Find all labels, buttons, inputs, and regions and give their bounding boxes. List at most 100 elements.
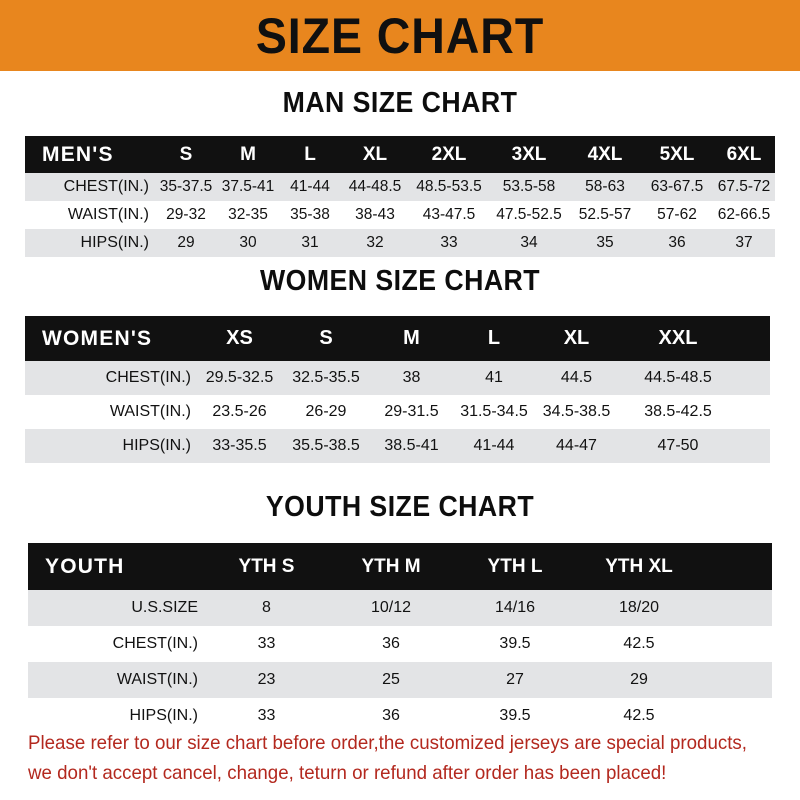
table-cell: 32: [341, 229, 409, 257]
table-cell: 23: [204, 662, 329, 698]
table-cell: 57-62: [641, 201, 713, 229]
youth-size-table: YOUTH YTH S YTH M YTH L YTH XL U.S.SIZE …: [28, 543, 772, 734]
table-cell: 18/20: [577, 590, 701, 626]
women-header-row: WOMEN'S XS S M L XL XXL: [25, 316, 770, 361]
table-cell: 33-35.5: [197, 429, 282, 463]
page-title: SIZE CHART: [255, 7, 545, 64]
table-cell-spacer: [701, 662, 772, 698]
table-cell: 37: [713, 229, 775, 257]
youth-chest-row: CHEST(IN.) 33 36 39.5 42.5: [28, 626, 772, 662]
men-size-s: S: [155, 136, 217, 173]
youth-size-m: YTH M: [329, 543, 453, 590]
table-cell: 41-44: [279, 173, 341, 201]
women-size-xxl: XXL: [618, 316, 738, 361]
women-size-table: WOMEN'S XS S M L XL XXL CHEST(IN.) 29.5-…: [25, 316, 770, 463]
table-cell: 29.5-32.5: [197, 361, 282, 395]
table-cell: 58-63: [569, 173, 641, 201]
men-header-label: MEN'S: [25, 136, 155, 173]
youth-us-size-label: U.S.SIZE: [28, 590, 204, 626]
table-cell: 44-47: [535, 429, 618, 463]
table-cell: 63-67.5: [641, 173, 713, 201]
youth-hips-label: HIPS(IN.): [28, 698, 204, 734]
header-banner: SIZE CHART: [0, 0, 800, 71]
table-cell: 36: [641, 229, 713, 257]
table-cell: 52.5-57: [569, 201, 641, 229]
women-waist-label: WAIST(IN.): [25, 395, 197, 429]
table-cell-spacer: [738, 429, 770, 463]
youth-chest-label: CHEST(IN.): [28, 626, 204, 662]
table-cell: 29-31.5: [370, 395, 453, 429]
table-cell: 42.5: [577, 626, 701, 662]
women-section-title: WOMEN SIZE CHART: [259, 265, 541, 297]
youth-header-label: YOUTH: [28, 543, 204, 590]
table-cell: 43-47.5: [409, 201, 489, 229]
table-cell: 38.5-41: [370, 429, 453, 463]
men-hips-label: HIPS(IN.): [25, 229, 155, 257]
table-cell: 35-37.5: [155, 173, 217, 201]
women-hips-row: HIPS(IN.) 33-35.5 35.5-38.5 38.5-41 41-4…: [25, 429, 770, 463]
table-cell: 27: [453, 662, 577, 698]
men-size-4xl: 4XL: [569, 136, 641, 173]
table-cell: 8: [204, 590, 329, 626]
footer-line-1: Please refer to our size chart before or…: [28, 732, 747, 754]
table-cell: 44.5: [535, 361, 618, 395]
men-hips-row: HIPS(IN.) 29 30 31 32 33 34 35 36 37: [25, 229, 775, 257]
table-cell: 38: [370, 361, 453, 395]
table-cell: 10/12: [329, 590, 453, 626]
table-cell: 41-44: [453, 429, 535, 463]
table-cell: 25: [329, 662, 453, 698]
table-cell: 31.5-34.5: [453, 395, 535, 429]
table-cell: 36: [329, 626, 453, 662]
table-cell: 41: [453, 361, 535, 395]
men-header-row: MEN'S S M L XL 2XL 3XL 4XL 5XL 6XL: [25, 136, 775, 173]
table-cell: 33: [204, 626, 329, 662]
women-header-spacer: [738, 316, 770, 361]
women-size-xs: XS: [197, 316, 282, 361]
youth-header-row: YOUTH YTH S YTH M YTH L YTH XL: [28, 543, 772, 590]
table-cell-spacer: [738, 361, 770, 395]
table-cell: 34: [489, 229, 569, 257]
table-cell: 38-43: [341, 201, 409, 229]
table-cell: 23.5-26: [197, 395, 282, 429]
table-cell: 26-29: [282, 395, 370, 429]
women-size-m: M: [370, 316, 453, 361]
youth-size-s: YTH S: [204, 543, 329, 590]
men-size-2xl: 2XL: [409, 136, 489, 173]
table-cell: 29-32: [155, 201, 217, 229]
youth-waist-row: WAIST(IN.) 23 25 27 29: [28, 662, 772, 698]
women-size-xl: XL: [535, 316, 618, 361]
men-waist-label: WAIST(IN.): [25, 201, 155, 229]
table-cell-spacer: [738, 395, 770, 429]
women-chest-label: CHEST(IN.): [25, 361, 197, 395]
table-cell: 37.5-41: [217, 173, 279, 201]
table-cell: 62-66.5: [713, 201, 775, 229]
men-size-5xl: 5XL: [641, 136, 713, 173]
women-header-label: WOMEN'S: [25, 316, 197, 361]
footer-line-2: we don't accept cancel, change, teturn o…: [28, 762, 667, 784]
men-size-l: L: [279, 136, 341, 173]
men-waist-row: WAIST(IN.) 29-32 32-35 35-38 38-43 43-47…: [25, 201, 775, 229]
youth-size-xl: YTH XL: [577, 543, 701, 590]
youth-section-title: YOUTH SIZE CHART: [265, 491, 535, 523]
table-cell: 33: [409, 229, 489, 257]
table-cell: 35.5-38.5: [282, 429, 370, 463]
men-size-xl: XL: [341, 136, 409, 173]
table-cell: 14/16: [453, 590, 577, 626]
table-cell: 48.5-53.5: [409, 173, 489, 201]
table-cell: 53.5-58: [489, 173, 569, 201]
women-size-l: L: [453, 316, 535, 361]
men-chest-row: CHEST(IN.) 35-37.5 37.5-41 41-44 44-48.5…: [25, 173, 775, 201]
table-cell: 38.5-42.5: [618, 395, 738, 429]
women-chest-row: CHEST(IN.) 29.5-32.5 32.5-35.5 38 41 44.…: [25, 361, 770, 395]
table-cell: 30: [217, 229, 279, 257]
table-cell-spacer: [701, 590, 772, 626]
table-cell: 36: [329, 698, 453, 734]
men-section-title: MAN SIZE CHART: [282, 87, 518, 119]
table-cell: 35: [569, 229, 641, 257]
youth-waist-label: WAIST(IN.): [28, 662, 204, 698]
footer-disclaimer: Please refer to our size chart before or…: [28, 728, 750, 788]
youth-us-size-row: U.S.SIZE 8 10/12 14/16 18/20: [28, 590, 772, 626]
men-size-3xl: 3XL: [489, 136, 569, 173]
table-cell: 32-35: [217, 201, 279, 229]
